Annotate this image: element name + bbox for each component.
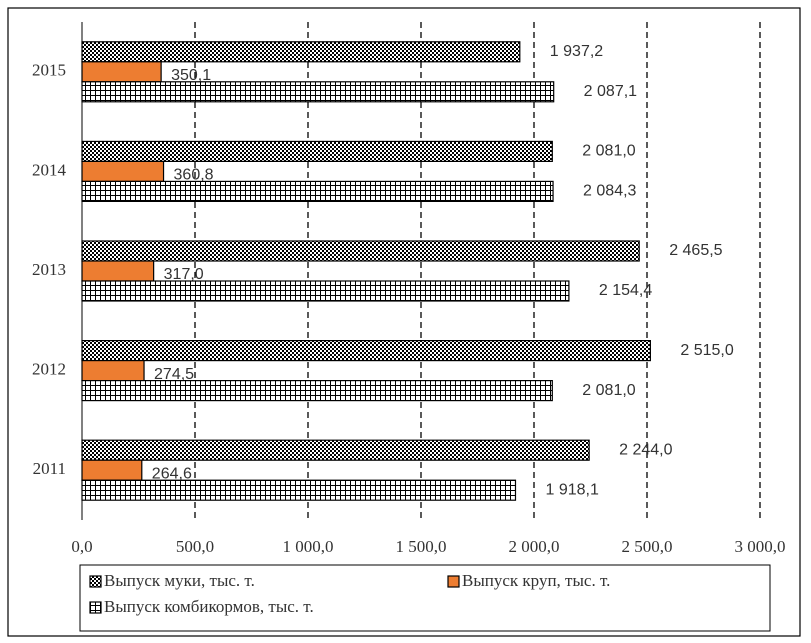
bar: [81, 240, 640, 262]
data-label: 274,5: [154, 366, 194, 383]
bar: [81, 260, 155, 282]
legend-label: Выпуск муки, тыс. т.: [104, 571, 255, 590]
bar: [81, 340, 651, 362]
bar: [81, 459, 143, 481]
legend-label: Выпуск комбикормов, тыс. т.: [104, 597, 314, 616]
y-tick-label: 2013: [32, 260, 66, 279]
data-label: 2 465,5: [669, 242, 722, 259]
data-label: 2 087,1: [584, 83, 637, 100]
data-label: 350,1: [171, 67, 211, 84]
x-tick-label: 2 500,0: [622, 537, 673, 556]
data-label: 1 918,1: [545, 481, 598, 498]
chart-border: [7, 7, 801, 637]
bar: [81, 81, 555, 103]
x-tick-label: 1 500,0: [396, 537, 447, 556]
data-label: 2 081,0: [582, 382, 635, 399]
y-tick-label: 2015: [32, 61, 66, 80]
data-label: 2 081,0: [582, 143, 635, 160]
bar: [81, 61, 162, 83]
y-tick-label: 2012: [32, 360, 66, 379]
bar: [81, 380, 553, 402]
legend-box: [79, 564, 771, 632]
bar: [81, 160, 165, 182]
x-tick-label: 3 000,0: [735, 537, 786, 556]
legend-swatch: [89, 575, 102, 588]
bar: [81, 360, 145, 382]
legend-label: Выпуск круп, тыс. т.: [462, 571, 610, 590]
bar: [81, 140, 553, 162]
data-label: 2 515,0: [680, 342, 733, 359]
data-label: 1 937,2: [550, 43, 603, 60]
data-label: 317,0: [164, 266, 204, 283]
data-label: 2 244,0: [619, 441, 672, 458]
bar: [81, 180, 554, 202]
y-tick-label: 2014: [32, 160, 67, 179]
data-label: 360,8: [174, 167, 214, 184]
legend-swatch: [89, 601, 102, 614]
data-label: 2 084,3: [583, 183, 636, 200]
bar: [81, 479, 517, 501]
legend-swatch: [447, 575, 460, 588]
x-tick-label: 0,0: [71, 537, 92, 556]
y-tick-label: 2011: [33, 459, 66, 478]
data-label: 2 154,4: [599, 282, 652, 299]
data-label: 264,6: [152, 465, 192, 482]
x-tick-label: 1 000,0: [283, 537, 334, 556]
bar: [81, 439, 590, 461]
x-tick-label: 500,0: [176, 537, 214, 556]
bar: [81, 41, 521, 63]
x-tick-label: 2 000,0: [509, 537, 560, 556]
bar: [81, 280, 570, 302]
